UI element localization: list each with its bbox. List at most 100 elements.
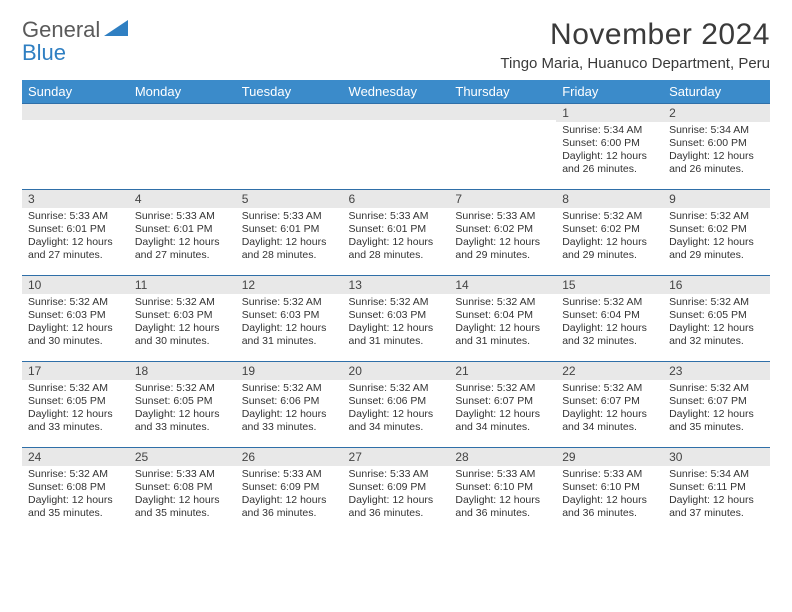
sunset-value: 6:07 PM	[708, 395, 747, 407]
daylight-label: Daylight:	[28, 494, 69, 506]
calendar-table: SundayMondayTuesdayWednesdayThursdayFrid…	[22, 80, 770, 534]
day-number: 20	[343, 362, 450, 380]
sunset-label: Sunset:	[562, 309, 598, 321]
calendar-week: 1Sunrise: 5:34 AMSunset: 6:00 PMDaylight…	[22, 104, 770, 190]
calendar-cell: 11Sunrise: 5:32 AMSunset: 6:03 PMDayligh…	[129, 276, 236, 362]
daylight-label: Daylight:	[242, 494, 283, 506]
day-details: Sunrise: 5:32 AMSunset: 6:06 PMDaylight:…	[236, 380, 343, 439]
sunset-label: Sunset:	[28, 309, 64, 321]
weekday-header: Monday	[129, 80, 236, 104]
sunrise-value: 5:32 AM	[604, 296, 643, 308]
day-details: Sunrise: 5:32 AMSunset: 6:05 PMDaylight:…	[129, 380, 236, 439]
sunrise-value: 5:32 AM	[604, 210, 643, 222]
day-number: 21	[449, 362, 556, 380]
sunset-label: Sunset:	[242, 223, 278, 235]
sunset-value: 6:03 PM	[67, 309, 106, 321]
calendar-cell: 18Sunrise: 5:32 AMSunset: 6:05 PMDayligh…	[129, 362, 236, 448]
logo-line2: Blue	[22, 40, 66, 65]
sunrise-value: 5:32 AM	[176, 382, 215, 394]
daylight-label: Daylight:	[455, 408, 496, 420]
sunrise-label: Sunrise:	[455, 468, 494, 480]
sunset-label: Sunset:	[135, 223, 171, 235]
daylight-label: Daylight:	[349, 408, 390, 420]
calendar-cell: 2Sunrise: 5:34 AMSunset: 6:00 PMDaylight…	[663, 104, 770, 190]
calendar-cell: 14Sunrise: 5:32 AMSunset: 6:04 PMDayligh…	[449, 276, 556, 362]
day-number: 7	[449, 190, 556, 208]
sunrise-value: 5:33 AM	[176, 210, 215, 222]
calendar-cell: 6Sunrise: 5:33 AMSunset: 6:01 PMDaylight…	[343, 190, 450, 276]
title-block: November 2024 Tingo Maria, Huanuco Depar…	[500, 18, 770, 72]
calendar-cell: 13Sunrise: 5:32 AMSunset: 6:03 PMDayligh…	[343, 276, 450, 362]
sunrise-label: Sunrise:	[242, 296, 281, 308]
weekday-header: Sunday	[22, 80, 129, 104]
sunset-value: 6:05 PM	[708, 309, 747, 321]
sunset-value: 6:09 PM	[280, 481, 319, 493]
sunrise-label: Sunrise:	[28, 468, 67, 480]
sunrise-value: 5:32 AM	[69, 382, 108, 394]
sunrise-label: Sunrise:	[349, 296, 388, 308]
sunset-value: 6:06 PM	[387, 395, 426, 407]
sunrise-value: 5:32 AM	[711, 296, 750, 308]
month-title: November 2024	[500, 18, 770, 52]
sunrise-label: Sunrise:	[455, 382, 494, 394]
sunset-label: Sunset:	[562, 223, 598, 235]
sunrise-label: Sunrise:	[669, 210, 708, 222]
sunset-value: 6:02 PM	[708, 223, 747, 235]
sunset-label: Sunset:	[669, 481, 705, 493]
day-details: Sunrise: 5:32 AMSunset: 6:03 PMDaylight:…	[343, 294, 450, 353]
sunrise-label: Sunrise:	[28, 210, 67, 222]
daylight-label: Daylight:	[562, 150, 603, 162]
sunset-label: Sunset:	[28, 223, 64, 235]
sunrise-label: Sunrise:	[135, 210, 174, 222]
sunrise-label: Sunrise:	[242, 382, 281, 394]
daylight-label: Daylight:	[455, 494, 496, 506]
sunset-label: Sunset:	[669, 309, 705, 321]
day-details: Sunrise: 5:32 AMSunset: 6:04 PMDaylight:…	[449, 294, 556, 353]
daylight-label: Daylight:	[669, 150, 710, 162]
day-number	[22, 104, 129, 120]
day-number	[343, 104, 450, 120]
daylight-label: Daylight:	[28, 236, 69, 248]
sunset-label: Sunset:	[669, 223, 705, 235]
calendar-cell	[22, 104, 129, 190]
sunset-label: Sunset:	[349, 481, 385, 493]
calendar-cell: 4Sunrise: 5:33 AMSunset: 6:01 PMDaylight…	[129, 190, 236, 276]
daylight-label: Daylight:	[562, 494, 603, 506]
calendar-cell	[449, 104, 556, 190]
calendar-cell: 21Sunrise: 5:32 AMSunset: 6:07 PMDayligh…	[449, 362, 556, 448]
sunset-label: Sunset:	[455, 395, 491, 407]
sunset-label: Sunset:	[242, 481, 278, 493]
sunrise-label: Sunrise:	[242, 210, 281, 222]
sunrise-value: 5:34 AM	[604, 124, 643, 136]
day-details: Sunrise: 5:32 AMSunset: 6:05 PMDaylight:…	[22, 380, 129, 439]
sunrise-label: Sunrise:	[669, 296, 708, 308]
sunset-value: 6:04 PM	[601, 309, 640, 321]
daylight-label: Daylight:	[242, 408, 283, 420]
day-details: Sunrise: 5:32 AMSunset: 6:03 PMDaylight:…	[129, 294, 236, 353]
sunrise-label: Sunrise:	[28, 296, 67, 308]
daylight-label: Daylight:	[349, 494, 390, 506]
sunset-label: Sunset:	[562, 137, 598, 149]
sunrise-value: 5:32 AM	[176, 296, 215, 308]
sunrise-value: 5:33 AM	[497, 210, 536, 222]
day-number: 22	[556, 362, 663, 380]
location: Tingo Maria, Huanuco Department, Peru	[500, 55, 770, 72]
calendar-cell: 17Sunrise: 5:32 AMSunset: 6:05 PMDayligh…	[22, 362, 129, 448]
day-number	[129, 104, 236, 120]
calendar-cell: 22Sunrise: 5:32 AMSunset: 6:07 PMDayligh…	[556, 362, 663, 448]
sunrise-value: 5:33 AM	[283, 210, 322, 222]
daylight-label: Daylight:	[135, 408, 176, 420]
sunrise-label: Sunrise:	[135, 382, 174, 394]
sunset-value: 6:02 PM	[494, 223, 533, 235]
calendar-cell: 16Sunrise: 5:32 AMSunset: 6:05 PMDayligh…	[663, 276, 770, 362]
day-details: Sunrise: 5:33 AMSunset: 6:01 PMDaylight:…	[236, 208, 343, 267]
sunset-value: 6:03 PM	[173, 309, 212, 321]
sunrise-value: 5:33 AM	[69, 210, 108, 222]
day-number: 4	[129, 190, 236, 208]
day-number: 30	[663, 448, 770, 466]
day-number: 24	[22, 448, 129, 466]
logo-text: General Blue	[22, 18, 100, 64]
calendar-cell: 3Sunrise: 5:33 AMSunset: 6:01 PMDaylight…	[22, 190, 129, 276]
logo: General Blue	[22, 18, 132, 64]
daylight-label: Daylight:	[669, 494, 710, 506]
